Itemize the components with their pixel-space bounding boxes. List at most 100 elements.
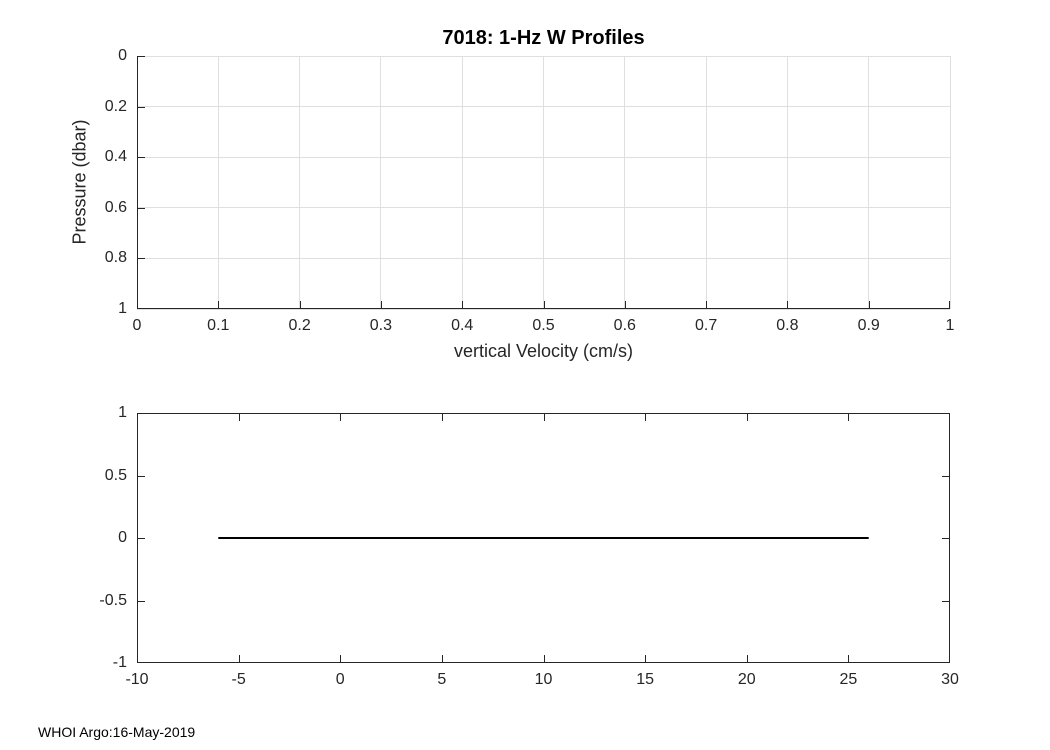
x-tick-mark — [441, 655, 443, 662]
y-tick-mark — [138, 258, 145, 260]
y-tick-mark-right — [942, 600, 949, 602]
gridline-vertical — [705, 56, 707, 309]
gridline-horizontal — [137, 106, 950, 108]
y-tick-label: 0 — [118, 47, 127, 64]
y-tick-mark — [138, 475, 145, 477]
y-axis-label: Pressure (dbar) — [69, 119, 90, 245]
x-tick-mark — [645, 655, 647, 662]
gridline-horizontal — [137, 55, 950, 57]
figure-title: 7018: 1-Hz W Profiles — [442, 27, 645, 49]
y-tick-label: 1 — [118, 404, 127, 421]
x-tick-label: 0.8 — [776, 317, 799, 334]
y-tick-label: 0.5 — [104, 466, 127, 484]
x-tick-mark-top — [645, 414, 647, 421]
x-tick-mark — [746, 655, 748, 662]
y-tick-mark-right — [942, 475, 949, 477]
x-tick-label: 0 — [132, 317, 142, 334]
x-tick-label: -5 — [231, 671, 246, 688]
y-tick-mark — [138, 56, 145, 57]
gridline-horizontal — [137, 207, 950, 209]
x-axis-line — [137, 662, 950, 663]
x-tick-mark-top — [238, 414, 240, 421]
x-tick-mark — [543, 655, 545, 662]
x-tick-label: 30 — [941, 671, 959, 688]
x-tick-mark — [949, 301, 950, 308]
x-tick-mark — [340, 655, 342, 662]
y-axis-line — [137, 413, 138, 663]
figure-credit-text: WHOI Argo:16-May-2019 — [38, 724, 196, 740]
bottom-plot-area: -10 -5 0 5 10 15 20 25 30 -1 -0.5 0 0.5 1 — [99, 405, 958, 688]
x-tick-mark — [380, 301, 382, 308]
gridline-horizontal — [137, 308, 950, 310]
x-tick-label: 5 — [437, 671, 447, 688]
y-tick-mark — [138, 413, 145, 414]
gridline-vertical — [217, 56, 219, 309]
y-tick-mark — [138, 538, 145, 539]
x-tick-label: 0 — [335, 671, 345, 688]
x-tick-label: -10 — [125, 671, 149, 688]
gridline-vertical — [949, 56, 951, 309]
gridline-horizontal — [137, 257, 950, 259]
x-axis-label: vertical Velocity (cm/s) — [453, 341, 634, 361]
x-tick-label: 0.6 — [613, 317, 636, 334]
top-plot-area: 0 0.1 0.2 0.3 0.4 0.5 0.6 0.7 0.8 0.9 1 0 0.2 0.4 0.6 0… — [105, 48, 955, 334]
y-tick-mark — [138, 662, 145, 663]
y-tick-label: 0.8 — [104, 249, 127, 267]
x-tick-label: 0.2 — [288, 317, 311, 334]
y-tick-label: -0.5 — [99, 591, 127, 609]
gridline-vertical — [624, 56, 626, 309]
top-border-line — [137, 413, 950, 414]
x-tick-label: 10 — [534, 671, 553, 688]
x-tick-mark — [238, 655, 240, 662]
x-tick-mark — [137, 655, 138, 662]
x-tick-label: 15 — [636, 671, 655, 688]
x-tick-label: 1 — [945, 317, 955, 334]
x-tick-mark-top — [543, 414, 545, 421]
y-tick-mark — [138, 308, 145, 309]
x-tick-label: 0.9 — [857, 317, 880, 334]
data-series-layer — [218, 537, 869, 539]
x-tick-label: 0.3 — [369, 317, 393, 334]
y-tick-mark — [138, 207, 145, 209]
y-tick-label: 0.4 — [104, 148, 127, 166]
y-tick-mark — [138, 600, 145, 602]
gridline-vertical — [786, 56, 788, 309]
gridline-vertical — [461, 56, 463, 309]
y-tick-mark-right — [942, 662, 949, 663]
x-tick-mark — [624, 301, 626, 308]
x-tick-mark-top — [949, 414, 950, 421]
x-tick-label: 0.5 — [532, 317, 555, 334]
y-tick-label: 0.6 — [104, 198, 127, 216]
right-border-line — [949, 413, 950, 663]
gridline-vertical — [380, 56, 382, 309]
x-tick-label: 20 — [737, 671, 756, 688]
x-tick-label: 25 — [839, 671, 858, 688]
x-tick-mark-top — [340, 414, 342, 421]
gridline-vertical — [299, 56, 301, 309]
y-tick-label: -1 — [112, 654, 127, 671]
x-tick-mark-top — [137, 414, 138, 421]
x-axis-line — [137, 308, 950, 309]
x-tick-label: 0.7 — [694, 317, 718, 334]
x-tick-label: 0.1 — [207, 317, 230, 334]
y-axis-line — [137, 56, 138, 309]
x-tick-mark-top — [746, 414, 748, 421]
y-tick-mark-right — [942, 538, 949, 539]
x-tick-mark-top — [441, 414, 443, 421]
x-tick-mark — [868, 301, 870, 308]
y-tick-mark — [138, 106, 145, 108]
x-tick-mark — [706, 301, 708, 308]
x-tick-mark — [949, 655, 950, 662]
x-tick-mark — [299, 301, 301, 308]
y-tick-mark — [138, 157, 145, 159]
x-tick-mark-top — [848, 414, 850, 421]
x-tick-label: 0.4 — [451, 317, 474, 334]
x-tick-mark — [848, 655, 850, 662]
y-tick-label: 1 — [118, 300, 127, 317]
y-tick-label: 0.2 — [104, 97, 127, 115]
gridline-vertical — [868, 56, 870, 309]
x-tick-mark — [137, 301, 138, 308]
x-tick-mark — [543, 301, 545, 308]
x-tick-mark — [462, 301, 464, 308]
